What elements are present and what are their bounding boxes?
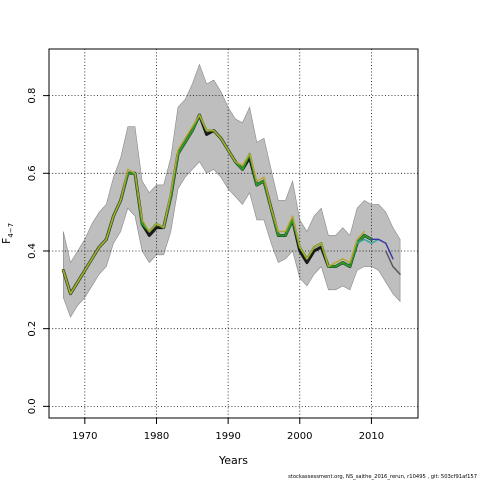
series-line (356, 238, 380, 244)
y-axis-title-main: F (0, 238, 13, 244)
x-tick-label: 1990 (215, 431, 240, 442)
series-line (385, 250, 401, 275)
plot-frame (48, 48, 419, 419)
series-line (62, 114, 365, 295)
x-tick-label: 1980 (144, 431, 169, 442)
x-tick-label: 1970 (72, 431, 97, 442)
y-tick-label: 0.6 (27, 165, 38, 181)
y-tick-label: 0.0 (27, 398, 38, 414)
y-tick-label: 0.8 (27, 88, 38, 104)
footer-note: stockassessment.org, NS_saithe_2016_reru… (288, 474, 477, 480)
y-axis-title: F4−7 (0, 223, 15, 244)
x-tick-label: 2010 (359, 431, 384, 442)
y-tick-label: 0.4 (27, 243, 38, 259)
confidence-band (63, 63, 401, 318)
x-tick-label: 2000 (287, 431, 312, 442)
y-tick-label: 0.2 (27, 321, 38, 337)
series-line (370, 238, 394, 260)
x-axis-title: Years (218, 454, 248, 467)
y-axis-title-subscript: 4−7 (7, 223, 15, 238)
